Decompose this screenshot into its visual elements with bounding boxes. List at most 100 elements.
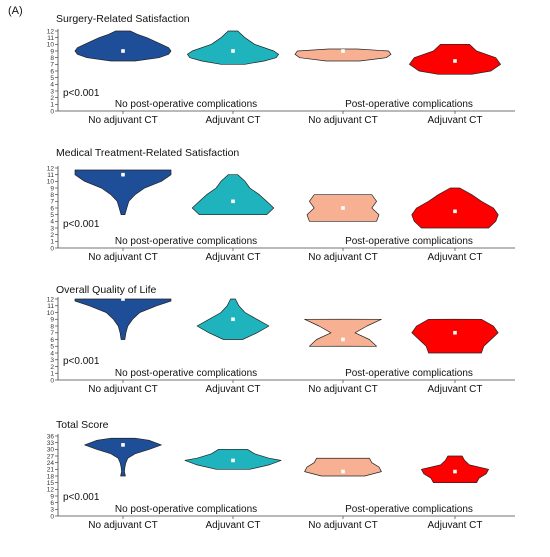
y-tick-label: 8 bbox=[50, 323, 54, 330]
x-category-label: Adjuvant CT bbox=[427, 252, 482, 263]
y-tick-label: 10 bbox=[47, 179, 55, 186]
violin-shape bbox=[411, 318, 499, 354]
y-tick-label: 7 bbox=[50, 330, 54, 337]
y-tick-label: 27 bbox=[47, 453, 55, 460]
median-marker bbox=[231, 317, 235, 322]
y-tick-label: 4 bbox=[50, 350, 54, 357]
median-marker bbox=[121, 297, 125, 301]
y-tick-label: 12 bbox=[47, 487, 55, 494]
y-tick-label: 33 bbox=[47, 440, 55, 447]
x-category-label: No adjuvant CT bbox=[308, 252, 377, 263]
x-category-label: Adjuvant CT bbox=[205, 252, 260, 263]
y-tick-label: 0 bbox=[50, 377, 54, 384]
x-category-label: Adjuvant CT bbox=[205, 520, 260, 531]
y-tick-label: 5 bbox=[50, 344, 54, 351]
y-tick-label: 3 bbox=[50, 225, 54, 232]
group-label: Post-operative complications bbox=[345, 99, 473, 110]
median-marker bbox=[341, 49, 345, 53]
group-label: No post-operative complications bbox=[115, 368, 257, 379]
y-tick-label: 11 bbox=[47, 303, 54, 310]
median-marker bbox=[121, 172, 125, 177]
y-tick-label: 2 bbox=[50, 364, 54, 371]
y-tick-label: 1 bbox=[50, 102, 54, 109]
median-marker bbox=[121, 49, 125, 53]
p-value-label: p<0.001 bbox=[63, 356, 100, 367]
x-category-label: No adjuvant CT bbox=[88, 520, 157, 531]
group-label: Post-operative complications bbox=[345, 236, 473, 247]
violin-shape bbox=[421, 455, 489, 484]
median-marker bbox=[453, 209, 457, 214]
y-tick-label: 2 bbox=[50, 232, 54, 239]
p-value-label: p<0.001 bbox=[63, 219, 100, 230]
y-tick-label: 9 bbox=[50, 185, 54, 192]
y-tick-label: 9 bbox=[50, 317, 54, 324]
violin-shape bbox=[187, 30, 279, 65]
y-tick-label: 0 bbox=[50, 245, 54, 252]
y-tick-label: 30 bbox=[47, 447, 55, 454]
y-tick-label: 5 bbox=[50, 75, 54, 82]
violin-panel: Medical Treatment-Related Satisfaction01… bbox=[47, 147, 515, 263]
y-tick-label: 3 bbox=[50, 88, 54, 95]
p-value-label: p<0.001 bbox=[63, 492, 100, 503]
median-marker bbox=[121, 443, 125, 447]
group-label: No post-operative complications bbox=[115, 236, 257, 247]
y-tick-label: 9 bbox=[50, 493, 54, 500]
panel-title: Overall Quality of Life bbox=[56, 284, 157, 296]
y-tick-label: 12 bbox=[47, 296, 55, 303]
p-value-label: p<0.001 bbox=[63, 88, 100, 99]
x-category-label: No adjuvant CT bbox=[88, 115, 157, 126]
y-tick-label: 9 bbox=[50, 48, 54, 55]
y-tick-label: 6 bbox=[50, 205, 54, 212]
panel-title: Total Score bbox=[56, 419, 109, 431]
median-marker bbox=[453, 469, 457, 474]
median-marker bbox=[231, 199, 235, 204]
x-category-label: No adjuvant CT bbox=[308, 115, 377, 126]
median-marker bbox=[341, 206, 345, 210]
y-tick-label: 0 bbox=[50, 108, 54, 115]
group-label: Post-operative complications bbox=[345, 368, 473, 379]
y-tick-label: 3 bbox=[50, 507, 54, 514]
group-label: Post-operative complications bbox=[345, 504, 473, 515]
violin-shape bbox=[304, 318, 382, 347]
group-label: No post-operative complications bbox=[115, 504, 257, 515]
panel-title: Medical Treatment-Related Satisfaction bbox=[56, 147, 239, 159]
y-tick-label: 10 bbox=[47, 310, 55, 317]
violin-panel: Total Score0369121518212427303336p<0.001… bbox=[47, 419, 515, 531]
y-tick-label: 36 bbox=[47, 433, 55, 440]
y-tick-label: 15 bbox=[47, 480, 55, 487]
y-tick-label: 11 bbox=[47, 172, 54, 179]
y-tick-label: 7 bbox=[50, 199, 54, 206]
y-tick-label: 11 bbox=[47, 35, 54, 42]
panel-label: (A) bbox=[8, 5, 23, 17]
x-category-label: No adjuvant CT bbox=[88, 384, 157, 395]
violin-panel: Surgery-Related Satisfaction012345678910… bbox=[47, 13, 515, 126]
y-tick-label: 21 bbox=[47, 467, 55, 474]
y-tick-label: 8 bbox=[50, 192, 54, 199]
y-tick-label: 10 bbox=[47, 42, 55, 49]
y-tick-label: 3 bbox=[50, 357, 54, 364]
panel-title: Surgery-Related Satisfaction bbox=[56, 13, 190, 25]
median-marker bbox=[453, 330, 457, 335]
y-tick-label: 7 bbox=[50, 62, 54, 69]
y-tick-label: 24 bbox=[47, 460, 55, 467]
y-tick-label: 2 bbox=[50, 95, 54, 102]
x-category-label: Adjuvant CT bbox=[427, 520, 482, 531]
x-category-label: No adjuvant CT bbox=[308, 520, 377, 531]
y-tick-label: 1 bbox=[50, 239, 54, 246]
x-category-label: Adjuvant CT bbox=[427, 115, 482, 126]
violin-shape bbox=[304, 457, 382, 477]
y-tick-label: 1 bbox=[50, 371, 54, 378]
y-tick-label: 6 bbox=[50, 337, 54, 344]
x-category-label: No adjuvant CT bbox=[88, 252, 157, 263]
y-tick-label: 18 bbox=[47, 473, 55, 480]
violin-shape bbox=[294, 48, 392, 62]
violin-panel: Overall Quality of Life0123456789101112p… bbox=[47, 284, 515, 395]
y-tick-label: 8 bbox=[50, 55, 54, 62]
violin-shape bbox=[74, 30, 172, 62]
y-tick-label: 5 bbox=[50, 212, 54, 219]
group-label: No post-operative complications bbox=[115, 99, 257, 110]
median-marker bbox=[231, 458, 235, 463]
median-marker bbox=[341, 337, 345, 342]
x-category-label: Adjuvant CT bbox=[205, 115, 260, 126]
